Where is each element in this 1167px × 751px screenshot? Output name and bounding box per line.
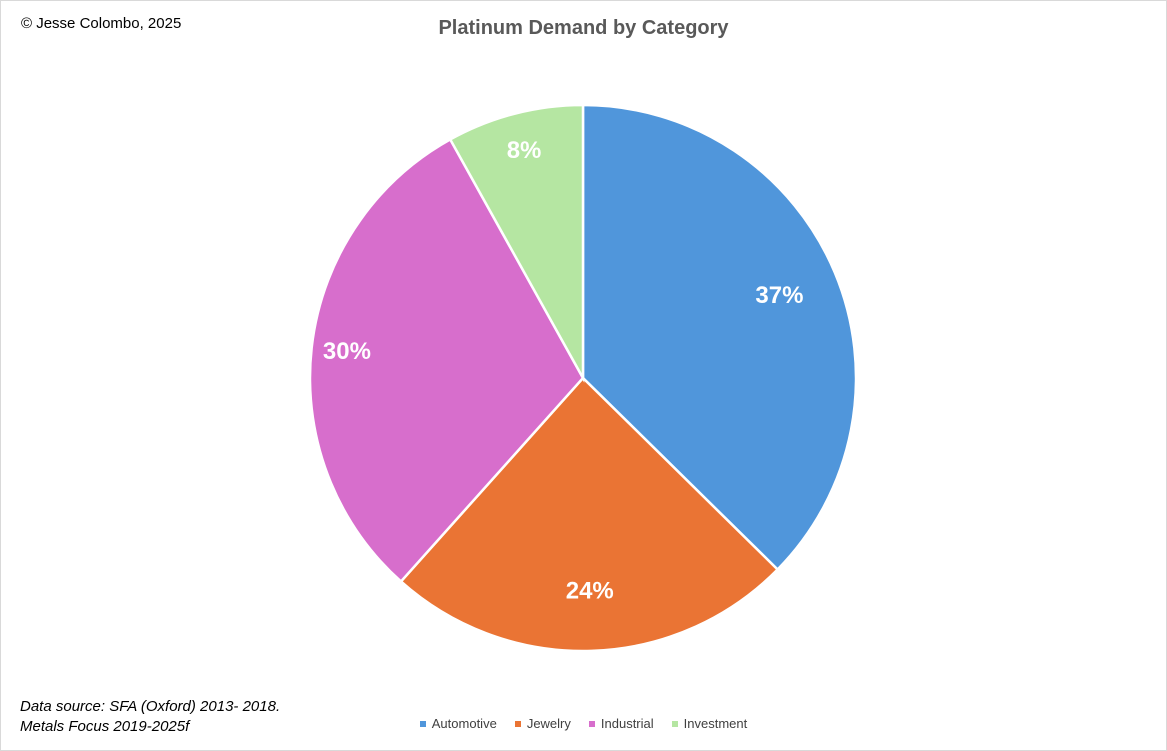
legend-label-investment: Investment <box>683 716 748 731</box>
chart-title: Platinum Demand by Category <box>438 17 729 39</box>
legend-swatch-jewelry <box>514 720 521 727</box>
legend-swatch-automotive <box>419 720 426 727</box>
pie-slice-investment <box>448 103 585 383</box>
legend-item-industrial: Industrial <box>588 716 654 731</box>
data-label-industrial: 30% <box>323 338 371 365</box>
legend-label-industrial: Industrial <box>600 716 654 731</box>
legend-swatch-industrial <box>588 720 595 727</box>
legend: Automotive Jewelry Industrial Investment <box>0 716 1167 731</box>
pie-slice-jewelry <box>399 376 780 653</box>
legend-item-investment: Investment <box>671 716 748 731</box>
data-label-automotive: 37% <box>755 282 803 309</box>
legend-swatch-investment <box>671 720 678 727</box>
data-label-investment: 8% <box>507 137 542 164</box>
data-source-line-2: Metals Focus 2019-2025f <box>20 718 190 735</box>
copyright-text: © Jesse Colombo, 2025 <box>21 15 182 32</box>
pie-slice-industrial <box>308 137 585 584</box>
data-source-line-1: Data source: SFA (Oxford) 2013- 2018. <box>20 698 281 715</box>
data-source-note: Data source: SFA (Oxford) 2013- 2018. Me… <box>20 697 280 737</box>
data-label-jewelry: 24% <box>566 577 614 604</box>
legend-label-automotive: Automotive <box>431 716 497 731</box>
legend-label-jewelry: Jewelry <box>526 716 571 731</box>
pie-slice-automotive <box>581 103 858 572</box>
legend-item-jewelry: Jewelry <box>514 716 571 731</box>
legend-item-automotive: Automotive <box>419 716 497 731</box>
